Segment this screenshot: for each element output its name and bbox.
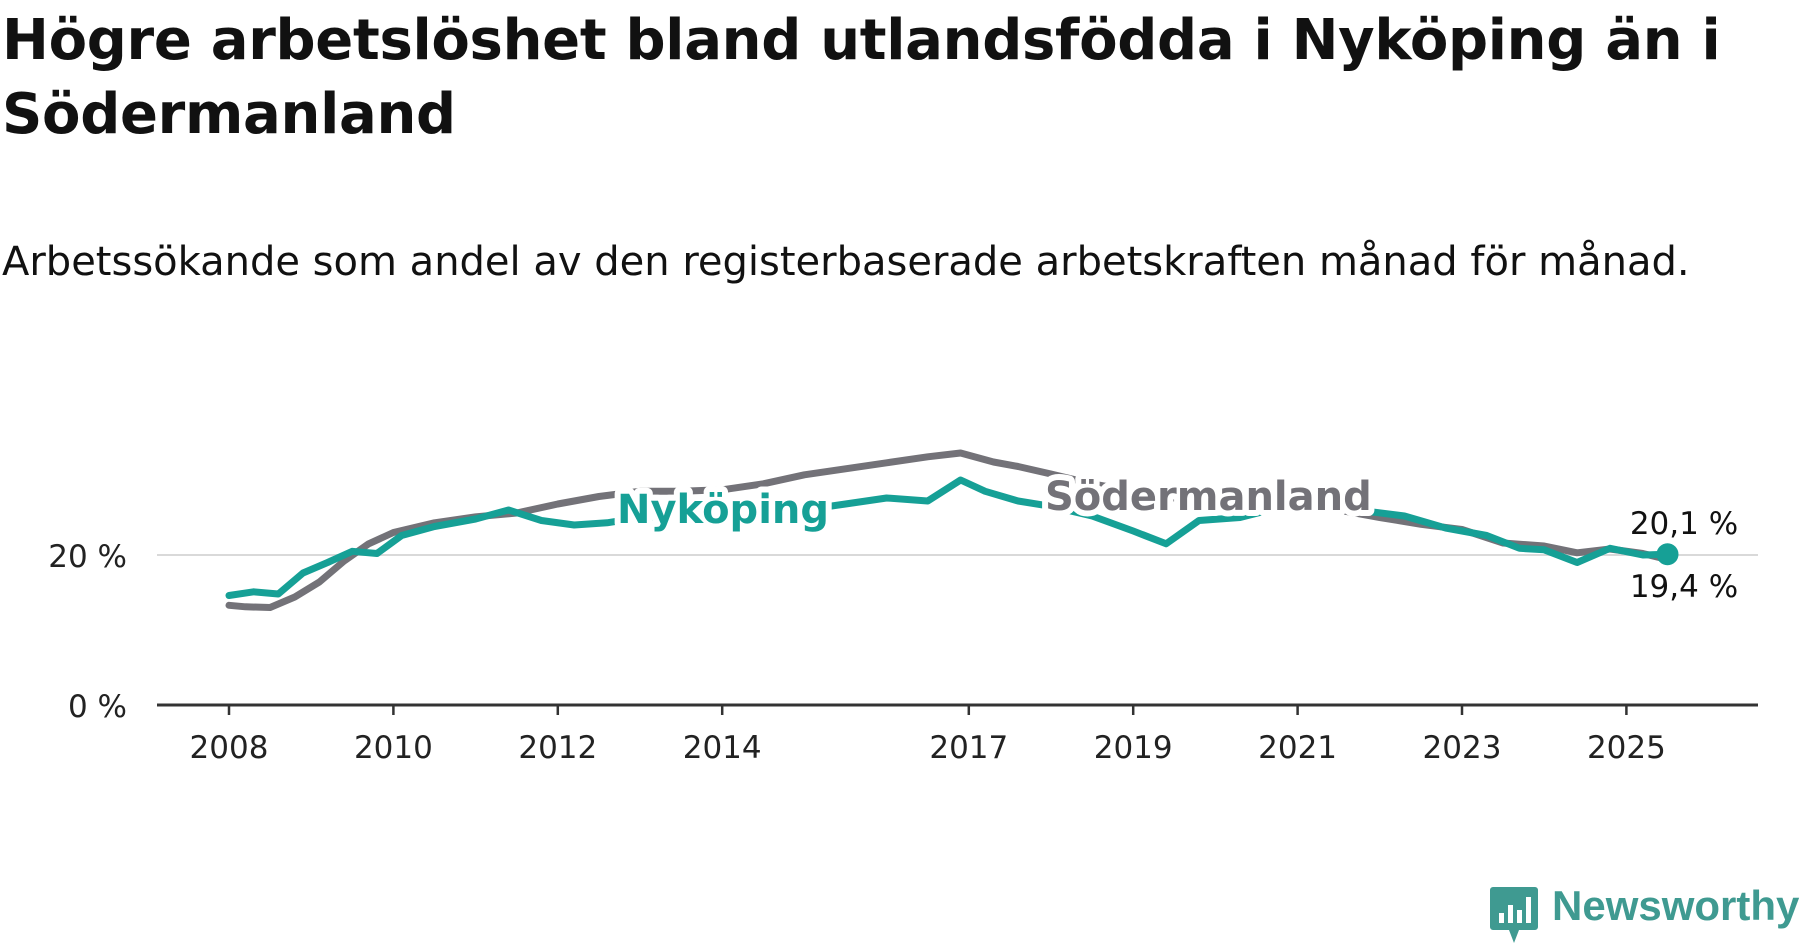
x-tick-label: 2019 (1094, 730, 1173, 766)
chart-title: Högre arbetslöshet bland utlandsfödda i … (2, 8, 1721, 147)
bar-chart-speech-bubble-icon (1490, 887, 1538, 943)
x-tick-label: 2021 (1258, 730, 1337, 766)
series-label-sodermanland: Södermanland (1045, 474, 1372, 520)
x-tick-label: 2008 (190, 730, 269, 766)
y-tick-label: 0 % (68, 689, 127, 725)
x-tick-label: 2017 (929, 730, 1008, 766)
x-tick-label: 2025 (1587, 730, 1666, 766)
x-tick-label: 2023 (1423, 730, 1502, 766)
y-tick-label: 20 % (48, 539, 127, 575)
x-tick-label: 2010 (354, 730, 433, 766)
x-tick-label: 2012 (518, 730, 597, 766)
series-label-nykoping: Nyköping (617, 487, 829, 533)
chart-subtitle: Arbetssökande som andel av den registerb… (2, 239, 1690, 285)
axis-layer: 0 % 20 % 2008 2010 2012 2014 2017 2019 2021 2023 2… (48, 539, 1758, 766)
end-point-marker (1656, 543, 1679, 566)
label-layer: Södermanland Nyköping 20,1 % 19,4 % (611, 468, 1744, 611)
series-layer (225, 449, 1671, 611)
brand-name: Newsworthy (1552, 882, 1800, 929)
end-value-label-sodermanland: 19,4 % (1630, 569, 1738, 605)
x-tick-label: 2014 (683, 730, 762, 766)
series-line-nykoping (225, 476, 1671, 599)
end-value-label-nykoping: 20,1 % (1630, 506, 1738, 542)
